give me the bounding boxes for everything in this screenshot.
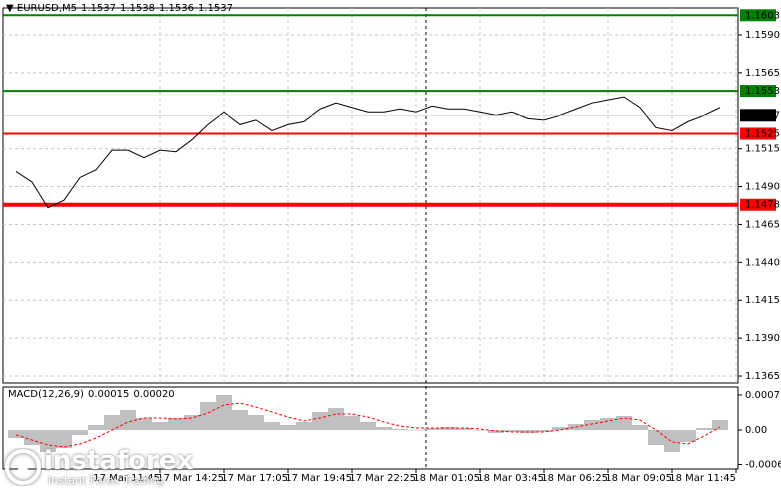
macd-bar [392, 429, 408, 430]
macd-bar [264, 422, 280, 430]
macd-bar [56, 430, 72, 448]
y-tick-label: 1.1490 [745, 182, 780, 193]
y-tick-label: 0.0007 [745, 390, 780, 401]
y-tick-label: 1.1515 [745, 144, 780, 155]
macd-bar [120, 410, 136, 430]
x-tick-label: 17 Mar 19:45 [285, 473, 352, 484]
macd-bar [24, 430, 40, 445]
y-tick-label: 1.1565 [745, 68, 780, 79]
x-tick-label: 18 Mar 06:25 [541, 473, 608, 484]
macd-bar [680, 430, 696, 442]
x-tick-label: 17 Mar 17:05 [221, 473, 288, 484]
macd-bar [696, 428, 712, 430]
level-label-bg [740, 198, 776, 211]
x-tick-label: 18 Mar 03:45 [477, 473, 544, 484]
macd-bar [632, 425, 648, 430]
level-label: 1.1525 [745, 129, 780, 140]
macd-bar [280, 425, 296, 430]
macd-bar [8, 430, 24, 438]
signal-line [15, 402, 721, 448]
macd-bar [408, 430, 424, 431]
tagline: Instant Forex Trading [48, 474, 164, 487]
macd-bar [712, 420, 728, 430]
macd-bar [88, 425, 104, 430]
high: 1.1538 [120, 3, 155, 14]
macd-bar [312, 412, 328, 430]
macd-bar [168, 418, 184, 430]
macd-bar [536, 430, 552, 432]
x-tick-label: 18 Mar 09:05 [605, 473, 672, 484]
level-label-bg [740, 85, 776, 98]
current-price-bg [740, 109, 776, 122]
macd-bar [328, 408, 344, 430]
macd-bar [664, 430, 680, 452]
current-price-label: 1.1537 [745, 110, 780, 121]
macd-value: 0.00015 [87, 389, 130, 400]
open: 1.1537 [81, 3, 116, 14]
x-tick-label: 17 Mar 14:25 [157, 473, 224, 484]
macd-title: MACD(12,26,9) [8, 389, 84, 400]
level-label-bg [740, 9, 776, 22]
macd-bar [376, 427, 392, 430]
macd-bar [552, 427, 568, 430]
level-label-bg [740, 127, 776, 140]
price-panel [2, 7, 739, 384]
macd-bar [296, 422, 312, 430]
signal-value: 0.00020 [133, 389, 175, 400]
macd-bar [424, 428, 440, 430]
watermark: instaforex Instant Forex Trading [4, 446, 193, 488]
level-label: 1.1553 [745, 86, 780, 97]
macd-bar [360, 422, 376, 430]
macd-bar [200, 402, 216, 430]
y-tick-label: 1.1465 [745, 219, 780, 230]
level-label: 1.1603 [745, 10, 780, 21]
y-tick-label: 1.1365 [745, 371, 780, 382]
macd-bar [248, 415, 264, 430]
brand: instaforex [44, 446, 194, 476]
price-header: ▼ EURUSD,M5 1.1537 1.1538 1.1536 1.1537 [6, 3, 233, 14]
macd-bar [504, 430, 520, 432]
y-tick-label: 1.1590 [745, 30, 780, 41]
logo-icon [5, 449, 41, 485]
y-tick-label: -0.00069 [745, 460, 781, 471]
y-tick-label: 1.1390 [745, 333, 780, 344]
macd-bar [216, 395, 232, 430]
macd-bar [72, 430, 88, 435]
macd-bar [456, 428, 472, 430]
macd-bar [600, 418, 616, 430]
y-tick-label: 0.00 [745, 425, 767, 436]
macd-bar [616, 416, 632, 430]
macd-bar [104, 415, 120, 430]
y-tick-label: 1.1415 [745, 295, 780, 306]
macd-bar [152, 422, 168, 430]
macd-bar [232, 410, 248, 430]
price-line [15, 96, 721, 209]
macd-bar [648, 430, 664, 445]
x-tick-label: 17 Mar 22:25 [349, 473, 416, 484]
macd-bar [472, 430, 488, 431]
x-tick-label: 18 Mar 01:05 [413, 473, 480, 484]
macd-bar [136, 418, 152, 430]
level-label: 1.1478 [745, 200, 780, 211]
symbol: EURUSD,M5 [16, 3, 77, 14]
x-tick-label: 17 Mar 11:45 [93, 473, 160, 484]
macd-bar [344, 416, 360, 430]
macd-bar [184, 415, 200, 430]
macd-bar [584, 420, 600, 430]
close: 1.1537 [198, 3, 233, 14]
x-tick-label: 18 Mar 11:45 [669, 473, 736, 484]
low: 1.1536 [159, 3, 194, 14]
macd-bar [40, 430, 56, 452]
macd-header: MACD(12,26,9) 0.00015 0.00020 [8, 389, 179, 400]
y-tick-label: 1.1440 [745, 257, 780, 268]
